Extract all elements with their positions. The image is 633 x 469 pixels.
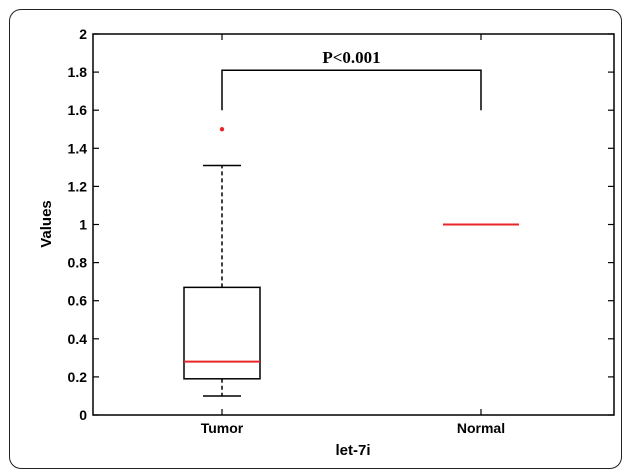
significance-bracket <box>221 69 482 111</box>
x-tick-label: Tumor <box>201 420 244 436</box>
p-value-label: P<0.001 <box>322 48 380 67</box>
y-tick-label: 1.4 <box>68 140 88 156</box>
y-tick-label: 0.4 <box>68 331 88 347</box>
significance-annotation: P<0.001 <box>221 48 482 111</box>
y-tick-label: 1.2 <box>68 178 88 194</box>
outlier-point <box>219 127 225 132</box>
y-axis: 0 0.2 0.4 0.6 0.8 1 1.2 1.4 1.6 1.8 2 <box>68 26 614 423</box>
x-axis-title: let-7i <box>335 442 370 459</box>
y-tick-label: 1.6 <box>68 102 88 118</box>
y-tick-label: 0.8 <box>68 255 88 271</box>
y-tick-label: 1 <box>79 217 87 233</box>
boxplot-chart: 00.20.40.60.811.21.41.61.82 Tumor Normal … <box>38 26 615 459</box>
y-tick-label: 0 <box>79 407 87 423</box>
plot-area <box>92 33 615 416</box>
y-tick-label: 1.8 <box>68 64 88 80</box>
box-iqr <box>183 286 261 380</box>
x-axis: Tumor Normal <box>201 34 505 436</box>
boxes <box>183 127 519 397</box>
y-tick-label: 0.6 <box>68 293 88 309</box>
x-tick-label: Normal <box>457 420 505 436</box>
y-tick-label: 0.2 <box>68 369 88 385</box>
y-tick-label: 2 <box>79 26 87 42</box>
y-axis-title: Values <box>38 200 55 248</box>
